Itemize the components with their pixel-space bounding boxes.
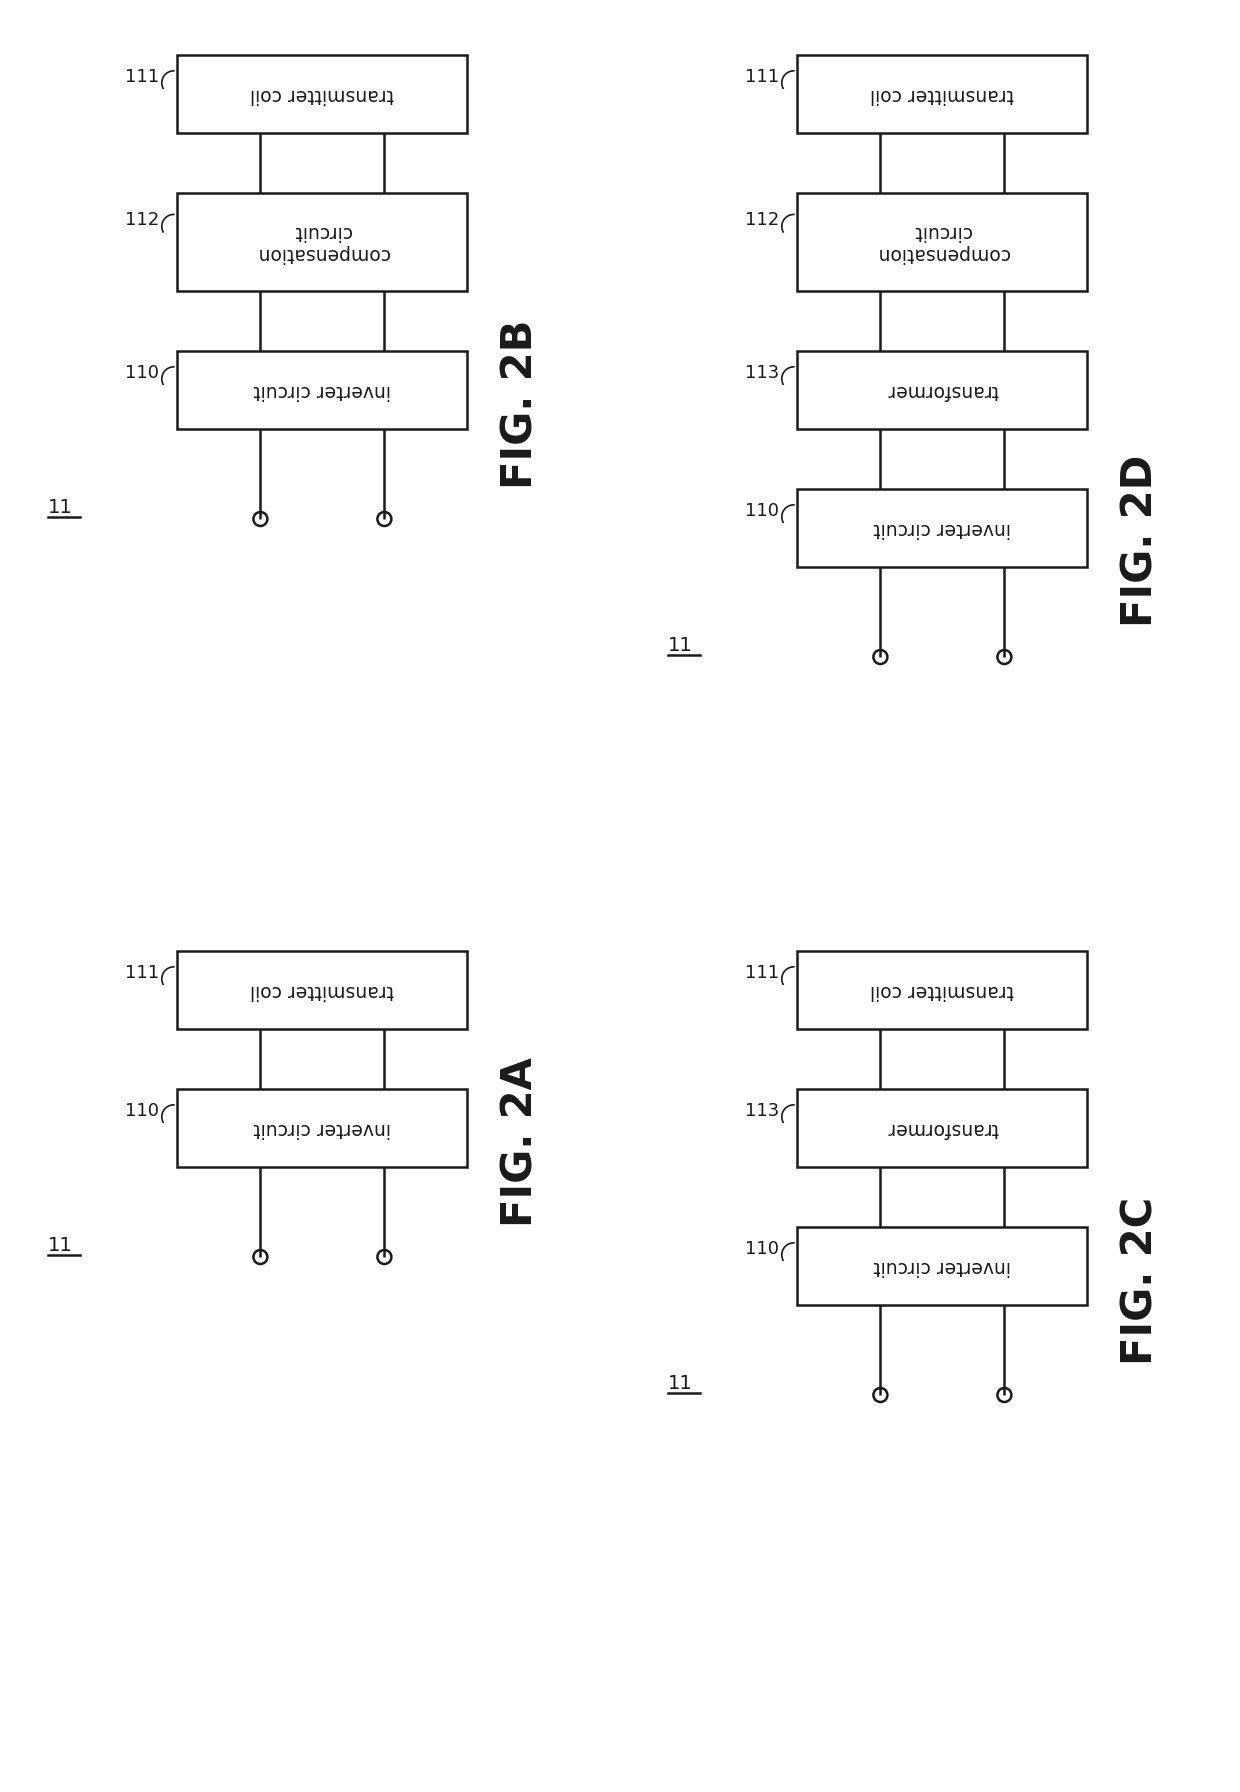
Text: 11: 11 bbox=[668, 1374, 693, 1392]
Bar bbox=[797, 1228, 1087, 1305]
Text: FIG. 2C: FIG. 2C bbox=[1120, 1197, 1162, 1366]
Bar bbox=[177, 194, 467, 290]
Text: transformer: transformer bbox=[887, 380, 998, 400]
Text: inverter circuit: inverter circuit bbox=[873, 1256, 1012, 1276]
Text: transmitter coil: transmitter coil bbox=[250, 84, 394, 104]
Bar bbox=[177, 56, 467, 133]
Text: compensation
circuit: compensation circuit bbox=[257, 222, 388, 262]
Text: compensation
circuit: compensation circuit bbox=[877, 222, 1008, 262]
Text: transmitter coil: transmitter coil bbox=[870, 980, 1014, 1000]
Text: 11: 11 bbox=[48, 1236, 73, 1254]
Bar bbox=[177, 952, 467, 1029]
Text: 11: 11 bbox=[48, 498, 73, 518]
Bar bbox=[797, 194, 1087, 290]
Text: 110: 110 bbox=[125, 364, 160, 382]
Text: 112: 112 bbox=[745, 211, 780, 229]
Bar bbox=[797, 351, 1087, 428]
Text: 110: 110 bbox=[125, 1102, 160, 1120]
Text: inverter circuit: inverter circuit bbox=[253, 380, 392, 400]
Text: 112: 112 bbox=[125, 211, 160, 229]
Text: 113: 113 bbox=[745, 1102, 780, 1120]
Text: FIG. 2D: FIG. 2D bbox=[1120, 455, 1162, 627]
Text: transformer: transformer bbox=[887, 1118, 998, 1138]
Text: 11: 11 bbox=[668, 636, 693, 656]
Text: transmitter coil: transmitter coil bbox=[250, 980, 394, 1000]
Text: 111: 111 bbox=[125, 964, 160, 982]
Text: FIG. 2B: FIG. 2B bbox=[500, 319, 542, 489]
Text: inverter circuit: inverter circuit bbox=[253, 1118, 392, 1138]
Text: 111: 111 bbox=[125, 68, 160, 86]
Text: 110: 110 bbox=[745, 502, 780, 520]
Text: inverter circuit: inverter circuit bbox=[873, 518, 1012, 538]
Bar bbox=[177, 1090, 467, 1167]
Text: transmitter coil: transmitter coil bbox=[870, 84, 1014, 104]
Bar bbox=[797, 1090, 1087, 1167]
Text: 111: 111 bbox=[745, 68, 780, 86]
Bar bbox=[177, 351, 467, 428]
Text: 111: 111 bbox=[745, 964, 780, 982]
Bar bbox=[797, 952, 1087, 1029]
Text: 113: 113 bbox=[745, 364, 780, 382]
Text: 110: 110 bbox=[745, 1240, 780, 1258]
Bar bbox=[797, 489, 1087, 566]
Bar bbox=[797, 56, 1087, 133]
Text: FIG. 2A: FIG. 2A bbox=[500, 1057, 542, 1228]
